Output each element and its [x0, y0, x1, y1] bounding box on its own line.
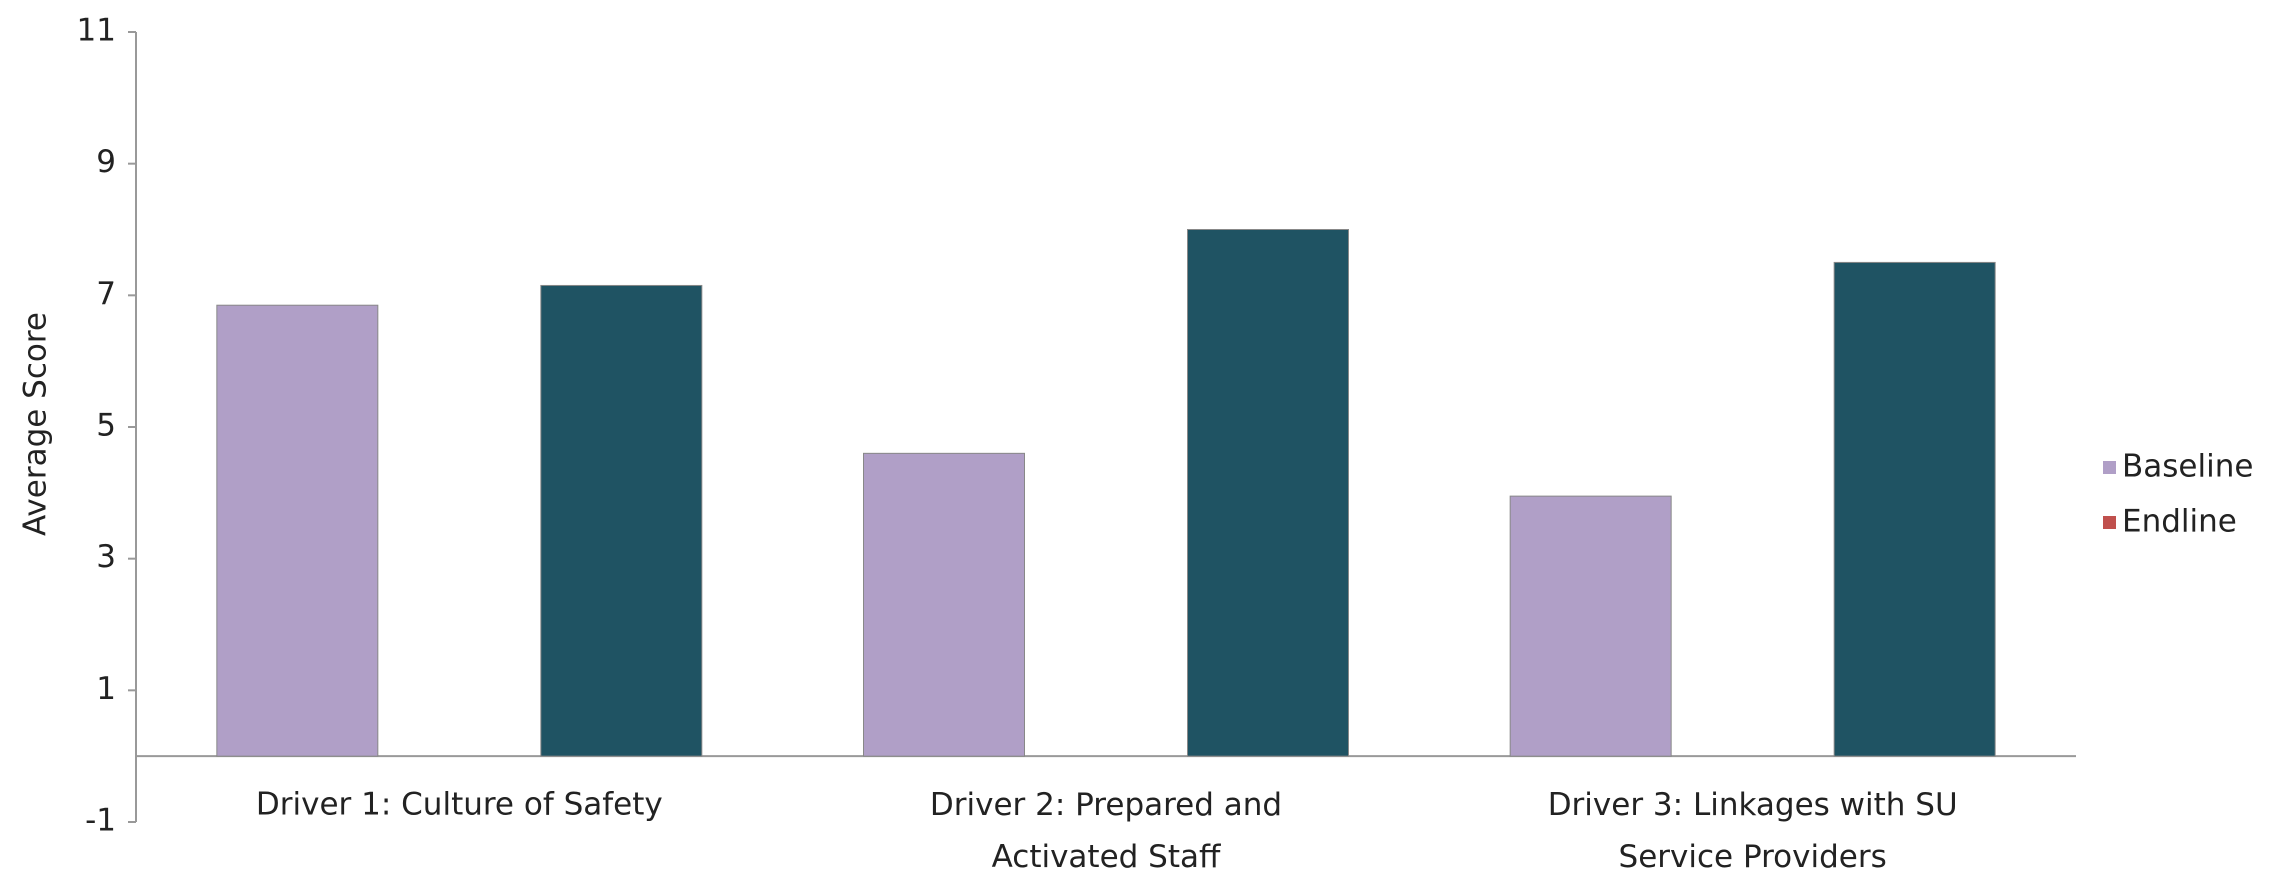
y-axis-label: Average Score [18, 312, 54, 536]
y-tick-label: 5 [96, 408, 116, 444]
legend-marker [2103, 461, 2116, 474]
y-tick-label: 3 [96, 539, 116, 575]
x-tick-label: Driver 1: Culture of Safety [256, 787, 663, 823]
bar [863, 452, 1025, 757]
bar [540, 284, 703, 757]
x-tick-label-line: Driver 2: Prepared and [930, 787, 1282, 823]
x-tick-label-line: Activated Staff [992, 839, 1221, 875]
y-tick-label: 1 [96, 671, 116, 707]
x-tick-label: Driver 2: Prepared and Activated Staff [930, 787, 1282, 875]
legend-marker [2103, 516, 2116, 529]
y-tick-label: -1 [85, 803, 116, 839]
y-tick-label: 11 [77, 13, 116, 49]
legend-label: Baseline [2122, 449, 2253, 485]
y-tick-label: 9 [96, 144, 116, 180]
legend-label: Endline [2122, 504, 2237, 540]
y-tick-label: 7 [96, 276, 116, 312]
bar [1833, 261, 1996, 757]
bar [216, 304, 379, 757]
x-tick-label: Driver 3: Linkages with SU Service Provid… [1548, 787, 1958, 875]
bar [1509, 495, 1672, 757]
x-tick-label-line: Driver 3: Linkages with SU [1548, 787, 1958, 823]
x-tick-label-line: Service Providers [1619, 839, 1887, 875]
bar [1187, 229, 1349, 757]
